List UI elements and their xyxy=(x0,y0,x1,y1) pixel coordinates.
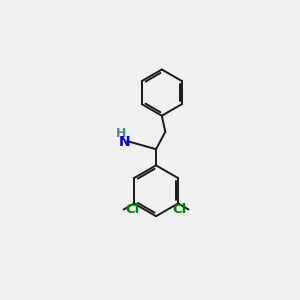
Text: N: N xyxy=(118,135,130,149)
Text: H: H xyxy=(116,127,126,140)
Text: Cl: Cl xyxy=(172,203,187,216)
Text: Cl: Cl xyxy=(125,203,140,216)
